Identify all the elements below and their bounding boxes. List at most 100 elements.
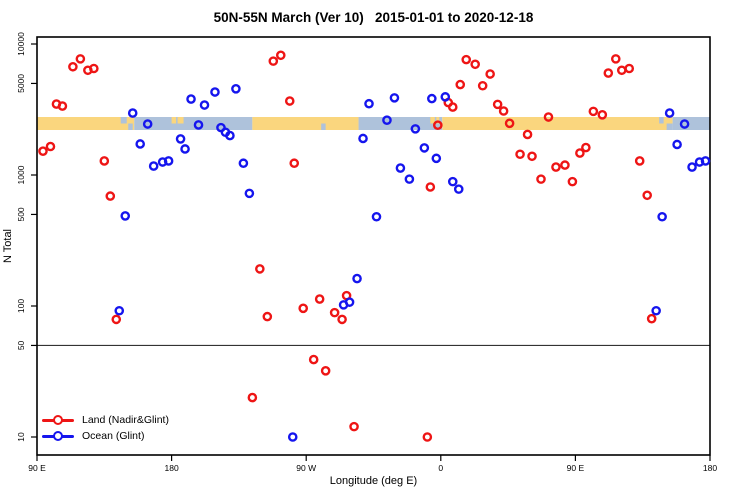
x-tick-label: 0: [438, 463, 443, 473]
data-point-ocean: [364, 98, 374, 109]
data-point-ocean: [287, 432, 298, 442]
map-band-fleck-land: [177, 117, 184, 124]
data-point-land: [433, 120, 443, 130]
data-point-land: [485, 69, 495, 79]
y-axis-title: N Total: [2, 228, 14, 264]
data-point-land: [642, 190, 652, 201]
data-point-ocean: [142, 119, 153, 129]
data-point-ocean: [687, 162, 697, 172]
data-point-land: [581, 142, 591, 153]
data-point-ocean: [199, 100, 210, 110]
y-tick-label: 100: [16, 299, 26, 313]
data-point-land: [262, 311, 273, 322]
map-band-segment-ocean: [134, 117, 253, 130]
plot-border: [36, 36, 711, 456]
x-tick-label: 180: [703, 463, 717, 473]
data-point-land: [461, 54, 472, 65]
y-tick-label: 500: [16, 207, 26, 221]
data-point-land: [99, 156, 110, 166]
data-point-land: [492, 99, 503, 110]
map-band-segment-ocean: [672, 117, 710, 130]
data-point-ocean: [210, 87, 220, 97]
data-point-land: [634, 156, 645, 166]
y-tick-label: 5000: [16, 74, 26, 93]
chart-legend: Land (Nadir&Glint) Ocean (Glint): [42, 412, 169, 444]
data-point-ocean: [427, 93, 437, 104]
data-point-land: [515, 149, 525, 160]
data-point-land: [603, 68, 614, 78]
legend-item-ocean: Ocean (Glint): [42, 428, 169, 444]
map-band-fleck-ocean: [666, 123, 673, 130]
data-point-land: [646, 313, 657, 324]
map-band-segment-land: [37, 117, 135, 130]
map-band-fleck-ocean: [128, 123, 133, 130]
map-band-fleck-ocean: [659, 117, 664, 124]
data-point-land: [314, 294, 325, 304]
data-point-land: [275, 50, 286, 61]
data-point-ocean: [244, 188, 255, 199]
data-point-ocean: [127, 108, 138, 118]
map-band-fleck-ocean: [120, 117, 127, 124]
data-point-ocean: [389, 93, 400, 103]
map-band-segment-land: [442, 117, 673, 130]
legend-symbol-ocean-icon: [42, 430, 74, 442]
data-point-land: [255, 264, 265, 274]
data-point-ocean: [410, 124, 421, 134]
x-tick-label: 90 W: [296, 463, 316, 473]
data-point-land: [425, 182, 436, 192]
y-tick-label: 10: [16, 432, 26, 442]
data-point-ocean: [175, 134, 186, 144]
data-point-land: [522, 129, 533, 140]
data-point-land: [527, 151, 537, 162]
data-point-ocean: [679, 119, 690, 129]
data-point-land: [588, 106, 599, 117]
map-band-segment-ocean: [358, 117, 443, 130]
data-point-ocean: [163, 156, 174, 166]
x-axis-title: Longitude (deg E): [329, 475, 418, 487]
map-band-fleck-land: [445, 117, 450, 124]
data-point-land: [89, 63, 99, 74]
data-point-land: [308, 354, 319, 365]
data-point-land: [38, 146, 48, 156]
data-point-ocean: [651, 305, 661, 316]
map-band-fleck-land: [430, 117, 435, 124]
data-point-ocean: [120, 211, 131, 221]
data-point-ocean: [114, 305, 125, 316]
data-point-land: [111, 314, 122, 325]
data-point-ocean: [225, 130, 235, 141]
data-point-land: [247, 392, 258, 403]
legend-item-land: Land (Nadir&Glint): [42, 412, 169, 428]
data-point-land: [337, 314, 347, 325]
data-point-ocean: [371, 211, 382, 222]
data-point-land: [575, 148, 585, 158]
data-point-ocean: [135, 139, 145, 149]
map-band-segment-land: [252, 117, 359, 130]
data-point-ocean: [238, 158, 249, 169]
x-tick-label: 180: [165, 463, 179, 473]
data-point-ocean: [186, 94, 196, 104]
data-point-ocean: [352, 273, 362, 284]
data-point-land: [289, 158, 300, 169]
chart-title: 50N-55N March (Ver 10) 2015-01-01 to 202…: [213, 10, 534, 25]
data-point-land: [616, 65, 627, 76]
data-point-ocean: [180, 144, 190, 154]
data-point-land: [284, 96, 295, 106]
data-point-land: [551, 162, 561, 172]
map-band-fleck-land: [436, 117, 440, 124]
data-point-land: [447, 102, 458, 112]
x-tick-label: 90 E: [567, 463, 585, 473]
data-point-land: [268, 56, 279, 66]
data-point-ocean: [382, 115, 392, 126]
data-point-land: [470, 59, 480, 70]
data-point-ocean: [657, 211, 667, 222]
data-point-ocean: [404, 174, 415, 184]
legend-circle-ocean: [53, 431, 63, 441]
data-point-land: [597, 110, 608, 120]
data-point-ocean: [419, 143, 430, 153]
y-tick-label: 50: [16, 340, 26, 350]
data-point-ocean: [358, 133, 368, 144]
data-point-land: [504, 118, 515, 129]
data-point-ocean: [447, 176, 458, 187]
data-point-land: [543, 112, 554, 122]
